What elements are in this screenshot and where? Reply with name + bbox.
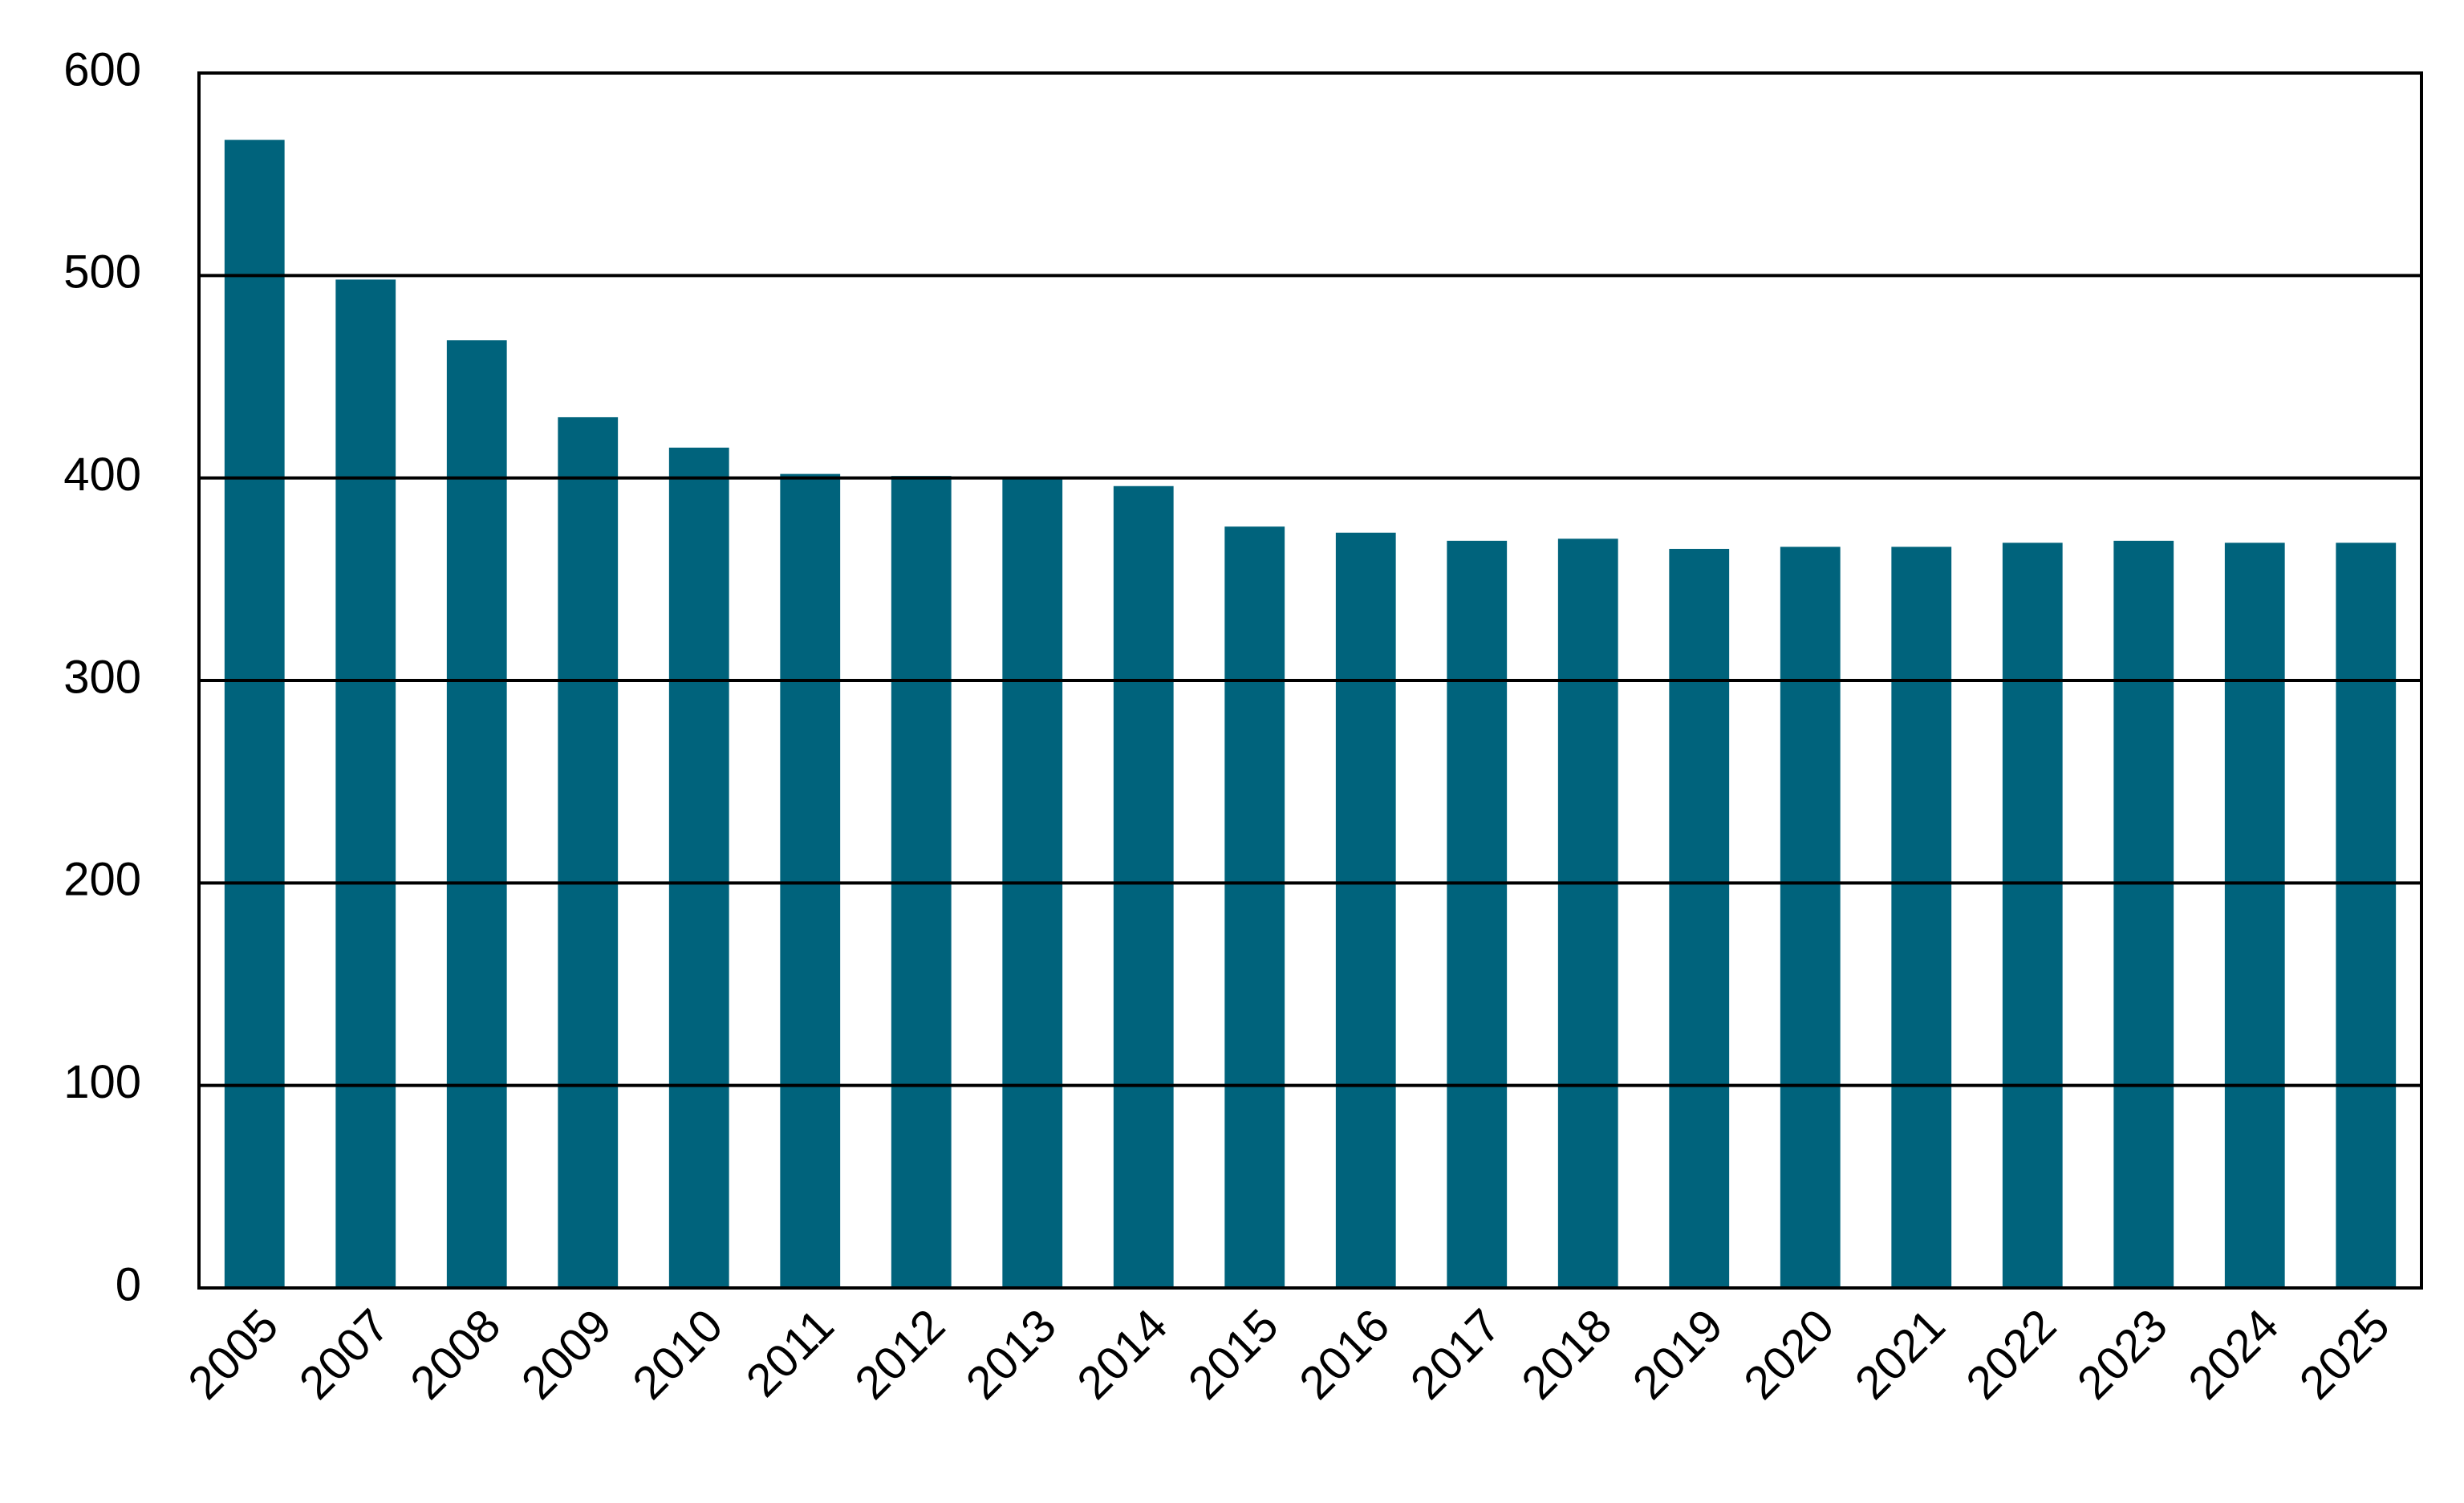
x-tick-label: 2016	[1289, 1299, 1399, 1409]
x-tick-label: 2015	[1179, 1299, 1289, 1409]
y-tick-label: 300	[63, 651, 141, 703]
bar	[1224, 526, 1285, 1288]
bar	[2002, 542, 2063, 1288]
x-tick-label: 2022	[1956, 1299, 2066, 1409]
x-tick-label: 2014	[1067, 1299, 1177, 1409]
bar	[2224, 542, 2285, 1288]
x-tick-label: 2024	[2178, 1299, 2288, 1409]
bar	[668, 447, 729, 1288]
x-tick-label: 2025	[2290, 1299, 2400, 1409]
x-tick-label: 2017	[1401, 1299, 1511, 1409]
bar	[1447, 540, 1508, 1288]
y-tick-label: 0	[116, 1258, 141, 1310]
bar	[1780, 546, 1841, 1288]
bar	[1113, 485, 1174, 1288]
bar	[1669, 548, 1730, 1288]
x-tick-label: 2008	[400, 1299, 510, 1409]
bar	[780, 473, 841, 1288]
x-tick-label: 2005	[178, 1299, 288, 1409]
bar	[335, 279, 396, 1288]
bar	[558, 416, 619, 1288]
x-tick-label: 2007	[290, 1299, 400, 1409]
y-tick-label: 600	[63, 43, 141, 95]
x-tick-label: 2009	[512, 1299, 622, 1409]
x-tick-label: 2019	[1623, 1299, 1733, 1409]
x-tick-label: 2020	[1734, 1299, 1844, 1409]
x-tick-label: 2018	[1512, 1299, 1622, 1409]
x-tick-label: 2023	[2068, 1299, 2178, 1409]
bar	[1891, 546, 1952, 1288]
bar	[1335, 532, 1396, 1288]
y-tick-label: 400	[63, 449, 141, 501]
x-tick-label: 2013	[956, 1299, 1066, 1409]
bar	[1557, 538, 1618, 1288]
x-tick-label: 2011	[737, 1299, 844, 1407]
y-tick-label: 100	[63, 1056, 141, 1108]
x-tick-label: 2012	[845, 1299, 955, 1409]
bar	[2113, 540, 2174, 1288]
x-tick-label: 2010	[623, 1299, 733, 1409]
y-tick-label: 500	[63, 246, 141, 299]
x-tick-label: 2021	[1845, 1299, 1955, 1409]
y-tick-label: 200	[63, 854, 141, 906]
bar	[2336, 542, 2397, 1288]
bar	[446, 340, 507, 1289]
bar	[224, 140, 285, 1288]
